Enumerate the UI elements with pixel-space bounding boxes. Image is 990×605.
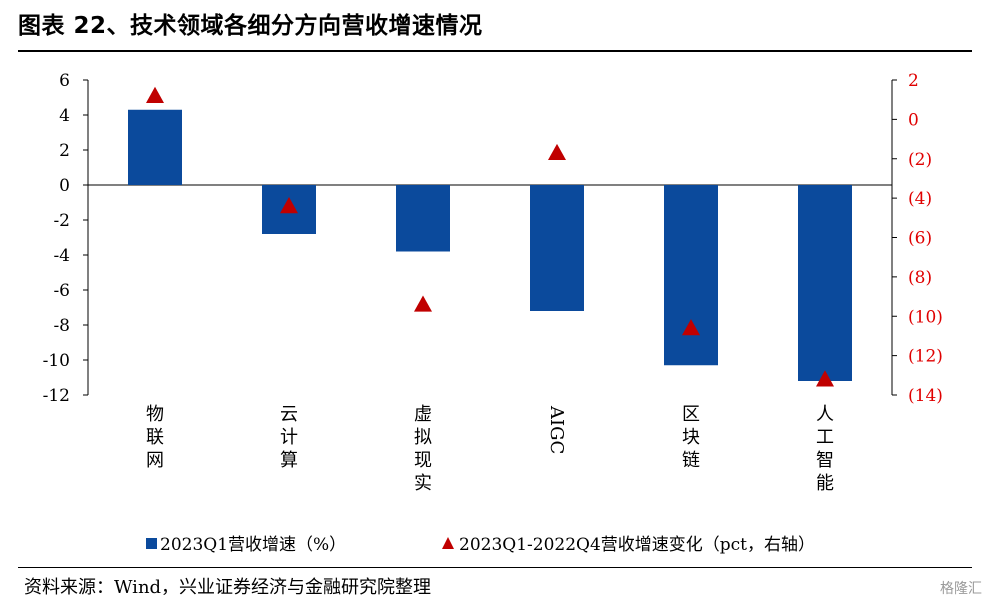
bar [128,109,182,185]
triangle-marker [146,86,164,103]
category-label: 物联网 [146,404,164,471]
right-tick-label: (4) [908,189,932,209]
chart-axes [83,79,897,396]
triangle-marker [280,197,298,214]
legend-triangle-label: 2023Q1-2022Q4营收增速变化（pct，右轴） [459,535,815,555]
left-tick-label: 6 [59,71,70,91]
left-tick-label: 2 [59,141,70,161]
left-tick-label: 4 [59,106,70,126]
right-tick-label: (14) [908,386,943,406]
left-tick-label: -8 [53,316,70,336]
right-tick-label: 2 [908,71,919,91]
category-label: 区块链 [682,404,700,471]
left-tick-label: -4 [53,246,70,266]
chart-title: 图表 22、技术领域各细分方向营收增速情况 [18,13,483,39]
left-tick-label: -10 [43,351,70,371]
tick-labels: 6 4 2 0 -2 -4 -6 -8 -10 -12 2 0 (2) (4) (6) (8) (10) (12)… [43,71,943,406]
category-label: 云计算 [280,404,298,471]
legend-triangle-swatch [442,537,454,549]
category-label: 人工智能 [816,404,834,494]
triangle-marker [816,370,834,387]
right-tick-label: (12) [908,347,943,367]
category-label: AIGC [546,405,567,454]
triangle-marker [682,319,700,336]
triangle-marker [414,295,432,312]
bar [530,185,584,311]
bar-series [128,109,852,381]
category-label: 虚拟现实 [414,404,432,494]
watermark-text: 格隆汇 [940,581,982,597]
category-labels: 物联网 云计算 虚拟现实 AIGC 区块链 人工智能 [146,404,834,494]
legend: 2023Q1营收增速（%） 2023Q1-2022Q4营收增速变化（pct，右轴） [146,535,815,555]
source-note: 资料来源：Wind，兴业证券经济与金融研究院整理 [24,577,432,598]
bar [664,185,718,366]
triangle-marker [548,143,566,161]
bar-chart: 6 4 2 0 -2 -4 -6 -8 -10 -12 2 0 (2) (4) (6) (8) (10) (12)… [43,71,943,555]
bar [798,185,852,381]
title-divider [18,50,972,52]
right-tick-label: 0 [908,110,919,130]
right-tick-label: (2) [908,150,932,170]
right-tick-label: (10) [908,307,943,327]
left-tick-label: 0 [59,176,70,196]
marker-series [146,86,834,387]
left-tick-label: -12 [43,386,70,406]
left-tick-label: -2 [53,211,70,231]
right-tick-label: (6) [908,229,932,249]
source-divider [18,567,972,568]
bar [396,185,450,252]
legend-bar-swatch [146,538,157,549]
legend-bar-label: 2023Q1营收增速（%） [160,535,346,555]
left-tick-label: -6 [53,281,70,301]
right-tick-label: (8) [908,268,932,288]
